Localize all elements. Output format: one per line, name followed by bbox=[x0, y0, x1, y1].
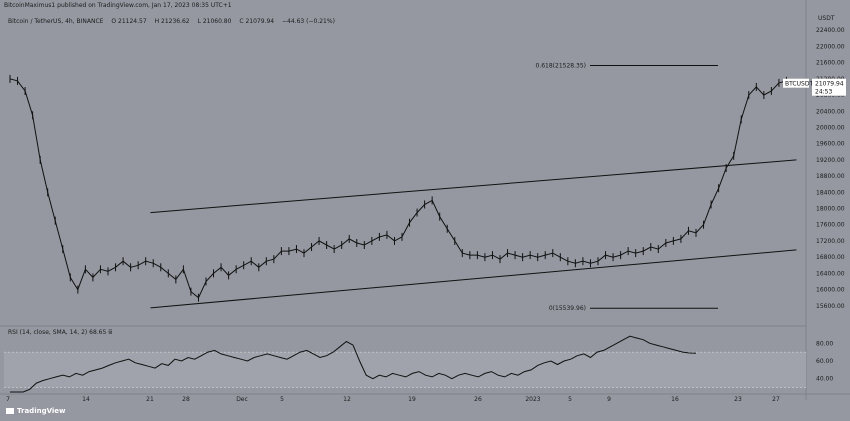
price-tick-label: 19600.00 bbox=[816, 141, 845, 148]
tradingview-brand: TradingView bbox=[6, 407, 66, 415]
price-tick-label: 16000.00 bbox=[816, 287, 845, 294]
price-tick-label: 16800.00 bbox=[816, 254, 845, 261]
price-tick-label: 16400.00 bbox=[816, 270, 845, 277]
symbol-tag bbox=[783, 78, 809, 88]
price-pane: 0.618(21528.35) 0(15539.96) bbox=[0, 0, 807, 400]
time-tick-label: 5 bbox=[568, 396, 572, 403]
time-tick-label: 19 bbox=[408, 396, 416, 403]
price-tick-label: 18000.00 bbox=[816, 206, 845, 213]
time-tick-label: Dec bbox=[236, 396, 248, 403]
time-tick-label: 12 bbox=[343, 396, 351, 403]
time-tick-label: 14 bbox=[82, 396, 90, 403]
rsi-line bbox=[10, 335, 697, 393]
published-by: BitcoinMaximus1 published on TradingView… bbox=[4, 2, 232, 9]
currency-label: USDT bbox=[818, 15, 835, 22]
symbol-tag-label: BTCUSDT bbox=[785, 81, 813, 88]
price-tick-label: 18400.00 bbox=[816, 189, 845, 196]
price-tick-label: 15600.00 bbox=[816, 303, 845, 310]
ohlc-low: L 21060.80 bbox=[197, 18, 232, 25]
time-tick-label: 26 bbox=[474, 396, 482, 403]
rsi-band-fill bbox=[4, 352, 806, 388]
price-tick-label: 17200.00 bbox=[816, 238, 845, 245]
time-tick-label: 2023 bbox=[525, 396, 540, 403]
tradingview-logo-icon bbox=[6, 408, 14, 414]
fib-level-label: 0.618(21528.35) bbox=[536, 63, 587, 70]
rsi-tick-label: 40.00 bbox=[816, 376, 833, 383]
price-tag-value: 21079.94 bbox=[815, 81, 844, 88]
time-tick-label: 5 bbox=[280, 396, 284, 403]
price-tick-label: 21600.00 bbox=[816, 60, 845, 67]
ohlc-change: −44.63 (−0.21%) bbox=[282, 18, 335, 25]
fib-level-label: 0(15539.96) bbox=[549, 305, 586, 312]
price-tick-label: 20400.00 bbox=[816, 108, 845, 115]
ohlc-high: H 21236.62 bbox=[154, 18, 190, 25]
time-tick-label: 16 bbox=[671, 396, 679, 403]
price-tick-label: 20000.00 bbox=[816, 124, 845, 131]
time-tick-label: 28 bbox=[182, 396, 190, 403]
time-tick-label: 21 bbox=[146, 396, 154, 403]
time-tick-label: 7 bbox=[6, 396, 10, 403]
time-tick-label: 23 bbox=[734, 396, 742, 403]
time-axis: 7 14 21 28 Dec 5 12 19 26 2023 5 9 16 23 27 bbox=[0, 393, 850, 403]
time-tick-label: 9 bbox=[607, 396, 611, 403]
price-tick-label: 19200.00 bbox=[816, 157, 845, 164]
symbol-name: Bitcoin / TetherUS, 4h, BINANCE bbox=[8, 18, 104, 25]
price-tick-label: 17600.00 bbox=[816, 222, 845, 229]
price-axis: USDT 15600.00 16000.00 16400.00 16800.00 1720… bbox=[783, 15, 846, 310]
rsi-tick-label: 80.00 bbox=[816, 340, 833, 347]
price-tag bbox=[812, 78, 846, 96]
time-tick-label: 27 bbox=[772, 396, 780, 403]
channel-lower-line bbox=[150, 249, 797, 309]
rsi-tick-label: 60.00 bbox=[816, 358, 833, 365]
symbol-legend: Bitcoin / TetherUS, 4h, BINANCE O 21124.… bbox=[8, 18, 341, 25]
price-tick-label: 18800.00 bbox=[816, 173, 845, 180]
price-tick-label: 22400.00 bbox=[816, 27, 845, 34]
rsi-legend: RSI (14, close, SMA, 14, 2) 68.65 ⅲ bbox=[8, 329, 113, 336]
price-tick-label: 22000.00 bbox=[816, 43, 845, 50]
price-line bbox=[9, 78, 795, 299]
channel-upper-line bbox=[150, 159, 797, 214]
rsi-pane bbox=[4, 335, 806, 393]
brand-label: TradingView bbox=[17, 407, 66, 415]
ohlc-close: C 21079.94 bbox=[239, 18, 275, 25]
price-tag-countdown: 24:53 bbox=[815, 89, 832, 96]
rsi-axis: 40.00 60.00 80.00 bbox=[816, 340, 833, 382]
ohlc-open: O 21124.57 bbox=[111, 18, 147, 25]
